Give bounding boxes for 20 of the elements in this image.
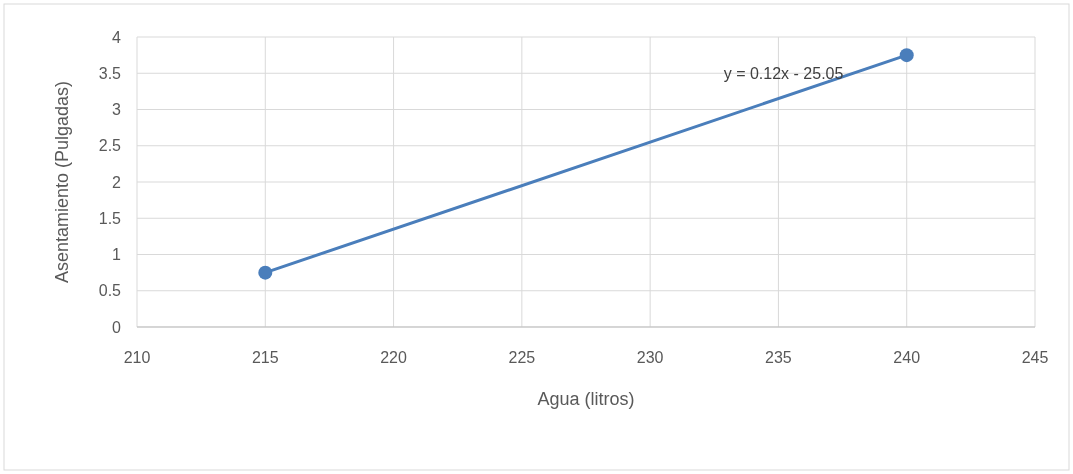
y-tick-label: 3 [112,101,122,119]
x-tick-label: 225 [508,349,536,366]
x-tick-label: 215 [251,349,279,366]
annotation: y = 0.12x - 25.05 [723,64,844,82]
x-axis-title: Agua (litros) [537,389,635,409]
y-tick-label: 4 [112,28,122,46]
x-tick-label: 230 [636,349,664,366]
y-tick-label: 2 [112,173,122,191]
y-axis-title: Asentamiento (Pulgadas) [52,80,72,284]
y-tick-label: 2.5 [98,137,122,155]
x-tick-label: 235 [765,349,792,366]
x-tick-label: 240 [893,349,921,366]
x-tick-label: 210 [123,349,151,366]
y-tick-label: 1.5 [98,209,122,227]
y-tick-label: 3.5 [98,64,122,82]
y-tick-label: 0.5 [98,282,122,300]
y-tick-label: 1 [112,246,122,264]
x-tick-label: 220 [380,349,408,366]
x-tick-label: 245 [1021,349,1049,366]
y-tick-label: 0 [112,318,122,336]
